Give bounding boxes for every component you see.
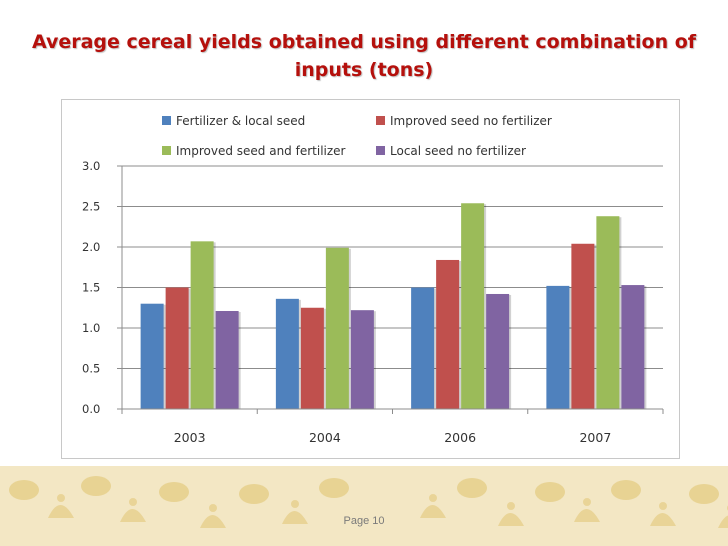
chart-area: 0.0 0.5 1.0 1.5 2.0 2.5 3.0 2003 2004 2006 2007 F…: [61, 99, 680, 459]
legend-label: Fertilizer & local seed: [176, 114, 305, 128]
footer-figure: [689, 484, 719, 504]
bar: [300, 307, 324, 409]
category-label: 2006: [444, 430, 476, 445]
footer-figure: [282, 511, 308, 524]
footer-figure: [239, 484, 269, 504]
footer-figure: [611, 480, 641, 500]
legend-swatch: [376, 116, 385, 125]
footer-decoration: [0, 466, 728, 546]
x-axis-categories: 2003 2004 2006 2007: [174, 430, 612, 445]
footer-figure: [120, 509, 146, 522]
footer-figure: [659, 502, 667, 510]
footer-figure: [9, 480, 39, 500]
y-tick-label: 1.5: [82, 281, 100, 295]
bar: [411, 287, 435, 409]
bar: [190, 241, 214, 409]
category-label: 2004: [309, 430, 341, 445]
axes: [121, 166, 664, 414]
bar: [596, 216, 620, 409]
bar: [350, 310, 374, 409]
footer-figure: [498, 513, 524, 526]
legend-label: Improved seed and fertilizer: [176, 144, 346, 158]
bar: [621, 285, 645, 409]
y-tick-label: 2.0: [82, 240, 100, 254]
footer-figure: [48, 505, 74, 518]
legend-label: Local seed no fertilizer: [390, 144, 526, 158]
decorative-figures: [9, 476, 728, 528]
footer-figure: [583, 498, 591, 506]
legend-swatch: [162, 116, 171, 125]
bar: [461, 203, 485, 409]
bar: [140, 303, 164, 409]
footer-figure: [209, 504, 217, 512]
bar: [486, 293, 510, 409]
y-tick-label: 0.5: [82, 362, 100, 376]
bar: [325, 247, 349, 409]
footer-figure: [291, 500, 299, 508]
bar: [436, 259, 460, 409]
bar: [275, 298, 299, 409]
footer-figure: [650, 513, 676, 526]
footer-figure: [429, 494, 437, 502]
legend-swatch: [162, 146, 171, 155]
footer-figure: [159, 482, 189, 502]
category-label: 2007: [579, 430, 611, 445]
footer-figure: [200, 515, 226, 528]
y-axis-ticks: 0.0 0.5 1.0 1.5 2.0 2.5 3.0: [82, 159, 122, 416]
legend-swatch: [376, 146, 385, 155]
page-number: Page 10: [343, 515, 385, 527]
footer-figure: [457, 478, 487, 498]
y-tick-label: 2.5: [82, 200, 100, 214]
footer-figure: [535, 482, 565, 502]
y-tick-label: 3.0: [82, 159, 100, 173]
bar: [546, 285, 570, 409]
footer-figure: [718, 515, 728, 528]
footer-figure: [57, 494, 65, 502]
footer-figure: [574, 509, 600, 522]
footer-figure: [319, 478, 349, 498]
legend: Fertilizer & local seed Improved seed no …: [162, 114, 552, 158]
bar-chart: 0.0 0.5 1.0 1.5 2.0 2.5 3.0 2003 2004 2006 2007 F…: [82, 114, 664, 445]
legend-label: Improved seed no fertilizer: [390, 114, 552, 128]
slide-title: Average cereal yields obtained using dif…: [31, 31, 697, 81]
bar: [215, 310, 239, 409]
bar: [571, 243, 595, 409]
category-label: 2003: [174, 430, 206, 445]
y-tick-label: 0.0: [82, 402, 100, 416]
footer-figure: [81, 476, 111, 496]
footer-figure: [129, 498, 137, 506]
bars: [140, 203, 647, 409]
y-tick-label: 1.0: [82, 321, 100, 335]
bar: [165, 287, 189, 409]
footer-figure: [420, 505, 446, 518]
footer-figure: [507, 502, 515, 510]
